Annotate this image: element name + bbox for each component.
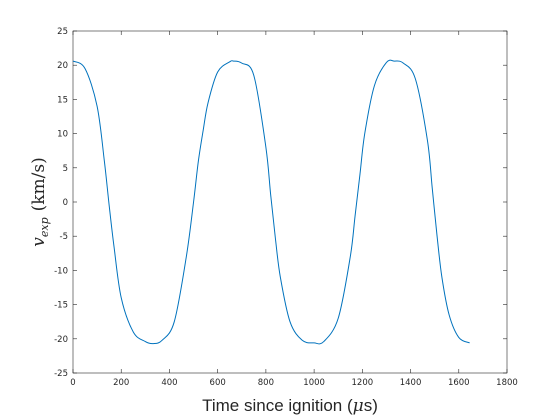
y-tick-label: 5 [63, 164, 68, 174]
x-tick-label: 1200 [352, 378, 374, 388]
y-tick-label: -15 [54, 301, 68, 311]
y-tick-label: -10 [54, 266, 68, 276]
plot-area [73, 31, 507, 373]
y-tick-labels: -25 -20 -15 -10 -5 0 5 10 15 20 25 [54, 27, 68, 379]
x-tick-label: 400 [161, 378, 177, 388]
x-tick-label: 800 [258, 378, 274, 388]
y-tick-label: 25 [57, 27, 68, 37]
x-tick-label: 0 [70, 378, 75, 388]
y-tick-label: -5 [60, 232, 68, 242]
x-tick-label: 200 [113, 378, 129, 388]
x-tick-label: 1600 [448, 378, 470, 388]
y-tick-label: -25 [54, 369, 68, 379]
series-lines [72, 59, 470, 345]
x-tick-label: 1400 [400, 378, 422, 388]
y-tick-label: 10 [57, 130, 68, 140]
x-tick-labels: 0 200 400 600 800 1000 1200 1400 1600 1800 [70, 378, 518, 388]
tick-marks [72, 30, 508, 374]
series-line-0 [72, 59, 470, 345]
x-axis-title: Time since ignition (μs) [202, 396, 378, 416]
y-tick-label: -20 [54, 335, 68, 345]
y-tick-label: 15 [57, 95, 68, 105]
y-tick-label: 20 [57, 61, 68, 71]
x-tick-label: 600 [210, 378, 226, 388]
x-tick-label: 1000 [303, 378, 325, 388]
y-tick-label: 0 [63, 198, 68, 208]
y-axis-title: vexp(km/s) [29, 157, 51, 247]
x-tick-label: 1800 [496, 378, 518, 388]
